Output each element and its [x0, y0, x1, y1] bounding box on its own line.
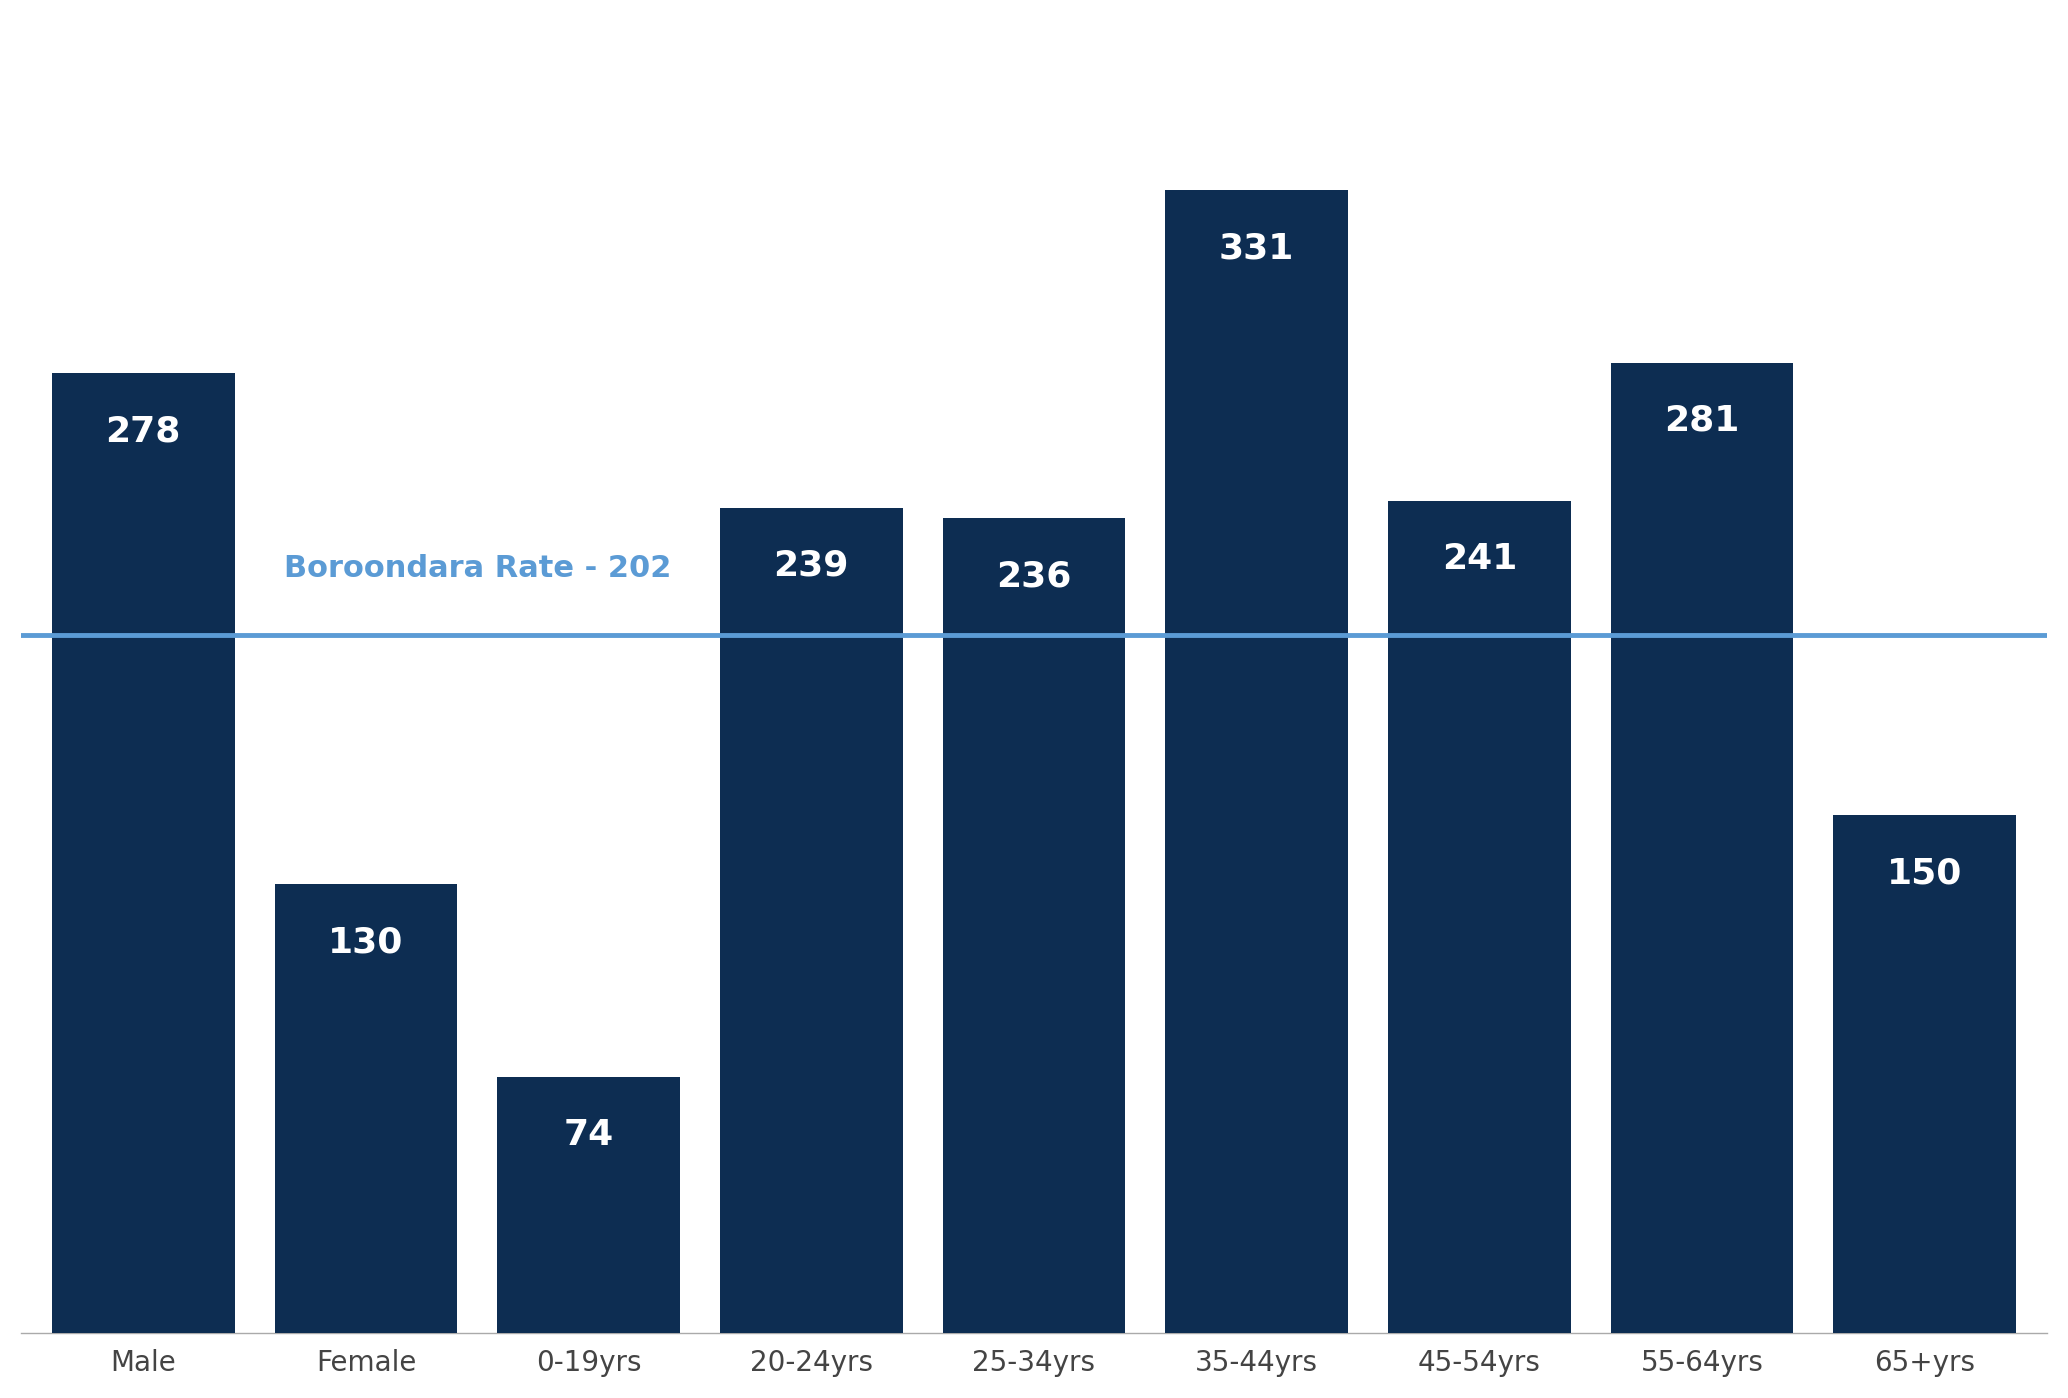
Text: 241: 241 — [1441, 542, 1518, 576]
Text: 239: 239 — [773, 549, 850, 583]
Bar — [52, 373, 234, 1332]
Bar — [943, 517, 1125, 1332]
Bar — [498, 1076, 680, 1332]
Bar — [1388, 500, 1570, 1332]
Text: 236: 236 — [997, 559, 1071, 593]
Text: 281: 281 — [1665, 404, 1739, 438]
Text: 150: 150 — [1886, 856, 1963, 891]
Bar — [720, 507, 902, 1332]
Bar — [1834, 815, 2016, 1332]
Bar — [1611, 362, 1793, 1332]
Text: 278: 278 — [105, 414, 182, 449]
Text: 331: 331 — [1218, 232, 1295, 266]
Bar — [1166, 190, 1348, 1332]
Text: 74: 74 — [562, 1118, 614, 1152]
Bar — [275, 884, 457, 1332]
Text: Boroondara Rate - 202: Boroondara Rate - 202 — [283, 555, 670, 583]
Text: 130: 130 — [329, 925, 403, 959]
